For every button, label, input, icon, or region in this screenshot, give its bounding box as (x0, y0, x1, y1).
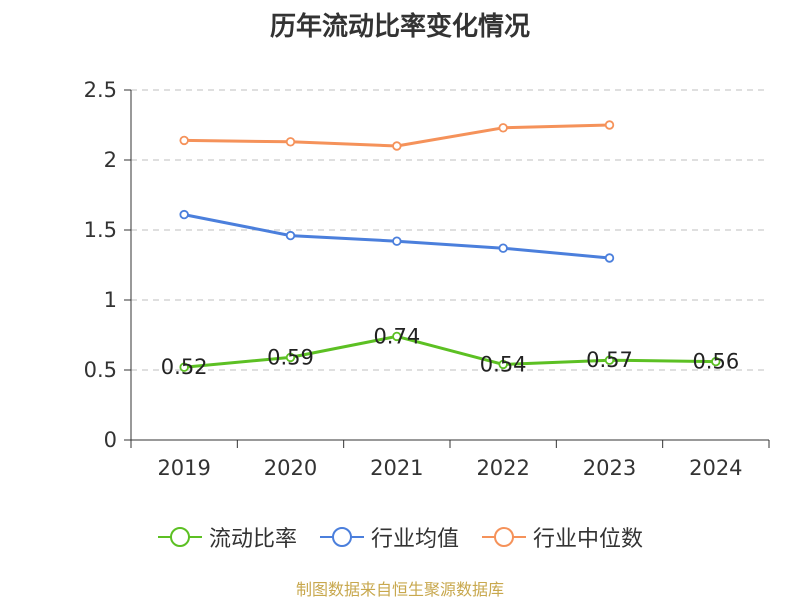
data-point (179, 362, 189, 372)
data-label: 0.52 (161, 355, 208, 379)
legend-label-current-ratio: 流动比率 (208, 527, 297, 552)
data-point (392, 236, 402, 246)
source-note: 制图数据来自恒生聚源数据库 (295, 580, 504, 599)
data-point (179, 209, 189, 220)
data-point (392, 141, 402, 151)
grid-lines (131, 89, 769, 371)
x-tick-label: 2020 (264, 456, 317, 480)
data-point (392, 331, 402, 342)
legend-marker-industry-median (482, 527, 526, 547)
y-tick-label: 0.5 (84, 358, 117, 382)
data-point (285, 230, 296, 241)
data-point (498, 359, 508, 370)
legend-item-industry-mean[interactable]: 行业均值 (319, 521, 459, 553)
data-label: 0.56 (692, 350, 739, 374)
data-point (498, 123, 508, 133)
series (179, 120, 721, 372)
data-point (498, 243, 508, 253)
y-tick-label: 0 (104, 428, 117, 452)
x-tick-label: 2021 (370, 456, 423, 480)
data-label: 0.57 (586, 348, 633, 372)
legend: 流动比率 行业均值 行业中位数 (0, 520, 800, 554)
legend-item-current-ratio[interactable]: 流动比率 (157, 521, 297, 553)
data-label: 0.54 (480, 352, 527, 376)
data-labels: 0.52 0.59 0.74 0.54 0.57 0.56 (161, 324, 739, 379)
legend-label-industry-median: 行业中位数 (533, 527, 644, 552)
data-point (604, 120, 615, 130)
legend-label-industry-mean: 行业均值 (370, 527, 459, 552)
y-tick-label: 1.5 (84, 218, 117, 242)
y-tick-label: 1 (104, 288, 117, 312)
series-line-1 (183, 213, 610, 260)
legend-item-industry-median[interactable]: 行业中位数 (481, 521, 643, 553)
data-point (285, 352, 296, 363)
data-point (179, 135, 189, 146)
data-point (604, 355, 615, 365)
data-label: 0.74 (373, 324, 420, 348)
chart-title: 历年流动比率变化情况 (269, 12, 530, 42)
data-point (711, 356, 721, 367)
x-tick-label: 2019 (157, 456, 210, 480)
axes: 0 0.5 1 1.5 2 2.5 2019 2020 2021 2022 2023 2024 (84, 78, 770, 480)
y-tick-label: 2.5 (84, 78, 117, 102)
x-tick-label: 2024 (689, 456, 742, 480)
legend-marker-industry-mean (319, 527, 364, 547)
data-label: 0.59 (267, 345, 314, 369)
data-point (285, 137, 296, 147)
y-tick-label: 2 (104, 148, 117, 172)
data-point (604, 253, 615, 263)
x-tick-label: 2022 (476, 456, 529, 480)
legend-marker-current-ratio (157, 527, 202, 547)
x-tick-label: 2023 (583, 456, 636, 480)
series-line-0 (184, 334, 716, 369)
